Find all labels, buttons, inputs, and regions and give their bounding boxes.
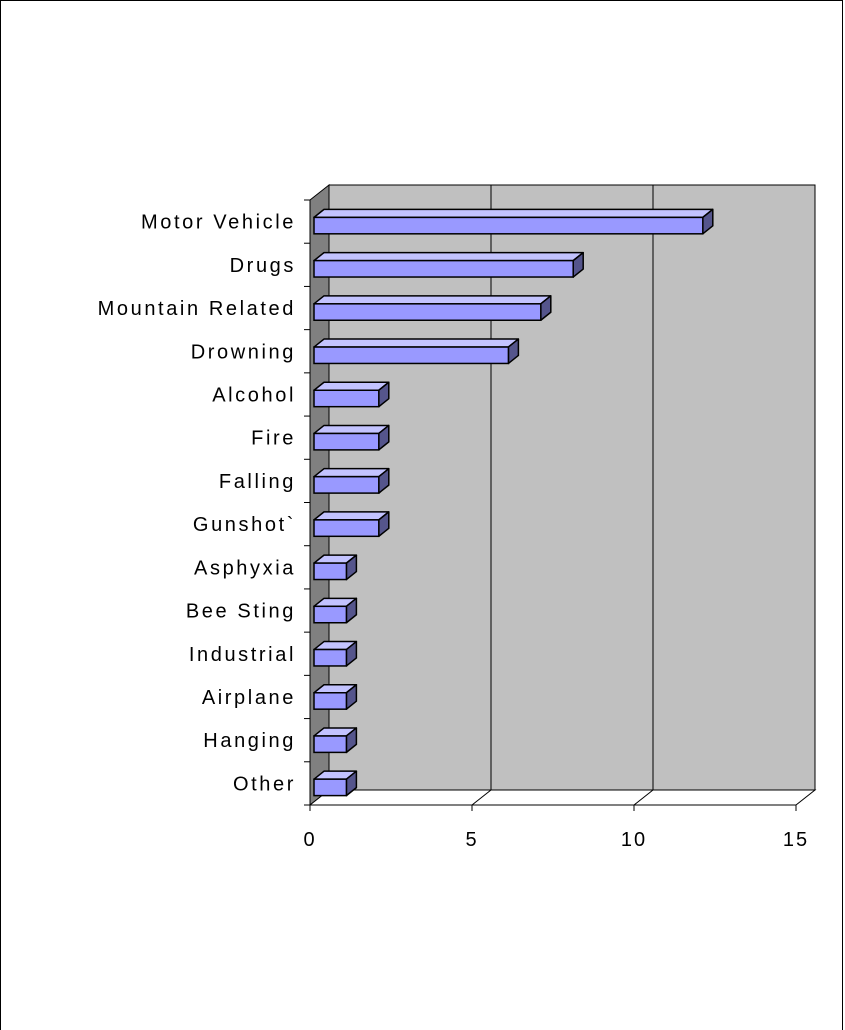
bars	[313, 208, 714, 797]
category-labels: Motor Vehicle Drugs Mountain Related Drowni…	[98, 212, 296, 796]
bar-front	[313, 346, 510, 365]
bar	[313, 684, 358, 710]
bar-front	[313, 389, 380, 408]
category-label: Bee Sting	[186, 601, 296, 623]
bar	[313, 338, 520, 365]
bar-front	[313, 648, 348, 667]
bar	[313, 727, 358, 754]
x-tick-label: 5	[465, 829, 478, 851]
bar-front	[313, 692, 348, 710]
x-tick-label: 0	[303, 829, 316, 851]
category-label: Asphyxia	[194, 557, 296, 579]
bar-top	[313, 338, 520, 348]
bar	[313, 251, 584, 278]
side-wall	[309, 183, 330, 807]
bar-front	[313, 519, 380, 538]
category-label: Motor Vehicle	[141, 212, 296, 234]
bar-top	[313, 251, 584, 262]
category-label: Gunshot`	[193, 514, 296, 536]
category-label: Alcohol	[212, 384, 296, 406]
bar	[313, 467, 390, 494]
bar	[313, 424, 390, 451]
bar-top	[313, 381, 390, 392]
gridline-floor-2	[633, 789, 654, 806]
bar	[313, 381, 390, 408]
bar-top	[313, 467, 390, 478]
category-label: Falling	[219, 471, 296, 493]
bar-front	[313, 475, 380, 494]
category-label: Airplane	[202, 687, 296, 709]
bar-top	[313, 295, 552, 305]
category-label: Hanging	[203, 730, 296, 752]
gridline-floor-1	[471, 789, 492, 806]
bar-front	[313, 303, 542, 321]
axes	[304, 199, 797, 811]
bar-front	[313, 735, 348, 754]
bar	[313, 597, 358, 624]
category-label: Drugs	[230, 255, 296, 277]
category-label: Mountain Related	[98, 298, 296, 320]
bar-top	[313, 511, 390, 521]
x-tick-label: 15	[783, 829, 809, 851]
bar-top	[313, 424, 390, 435]
bar-front	[313, 259, 574, 278]
bar-front	[313, 216, 704, 235]
floor	[308, 789, 817, 806]
x-tick-label: 10	[621, 829, 647, 851]
bar	[313, 511, 390, 538]
bar-front	[313, 432, 380, 451]
category-label: Drowning	[191, 341, 296, 363]
bar-front	[313, 778, 348, 797]
x-tick-labels: 0 5 10 15	[303, 829, 809, 851]
bar	[313, 640, 358, 667]
bar-front	[313, 562, 348, 581]
bar	[313, 770, 358, 797]
bar	[313, 295, 552, 321]
category-label: Industrial	[189, 644, 296, 666]
bar	[313, 554, 358, 581]
gridlines	[471, 185, 654, 806]
category-label: Fire	[251, 428, 296, 450]
bar-front	[313, 605, 348, 624]
bar	[313, 208, 714, 235]
chart-walls	[308, 183, 817, 807]
bar-top	[313, 208, 714, 219]
category-label: Other	[233, 773, 296, 795]
